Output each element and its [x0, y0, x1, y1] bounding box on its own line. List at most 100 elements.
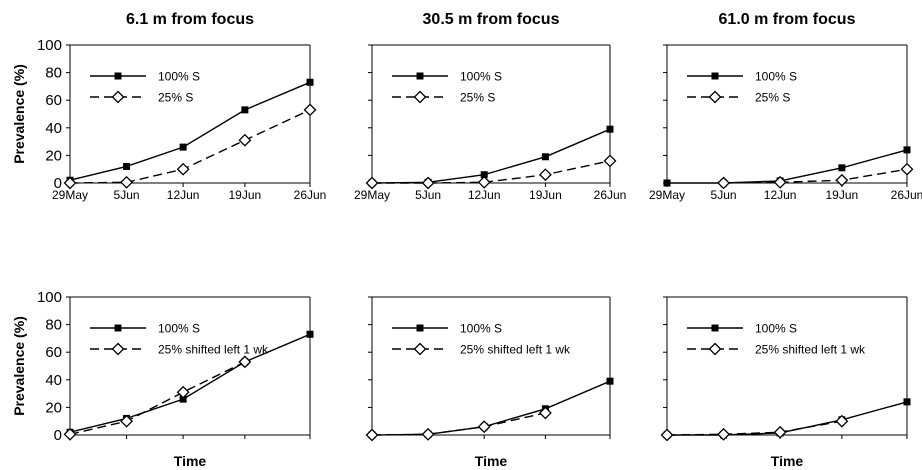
- y-tick-label: 0: [54, 175, 62, 192]
- series-line-solid: [667, 149, 908, 184]
- legend-label: 25% shifted left 1 wk: [460, 343, 571, 357]
- x-tick-label: 5Jun: [114, 188, 140, 202]
- legend-marker-diamond: [413, 342, 427, 356]
- x-tick-label: 5Jun: [711, 188, 737, 202]
- data-point-diamond: [603, 154, 617, 168]
- data-point-square: [663, 179, 671, 187]
- data-point-square: [541, 153, 549, 161]
- x-tick-label: 12Jun: [764, 188, 797, 202]
- x-tick-label: 12Jun: [167, 188, 200, 202]
- x-axis-title: Time: [771, 453, 804, 469]
- y-tick-label: 40: [45, 372, 62, 389]
- x-tick-label: 26Jun: [891, 188, 922, 202]
- x-tick-label: 5Jun: [415, 188, 441, 202]
- data-point-diamond: [238, 355, 252, 369]
- data-point-square: [306, 330, 314, 338]
- data-point-diamond: [365, 428, 379, 442]
- data-point-diamond: [717, 176, 730, 190]
- data-point-square: [241, 106, 249, 114]
- legend-marker-square: [114, 72, 122, 80]
- x-tick-label: 19Jun: [529, 188, 562, 202]
- y-axis-title: Prevalence (%): [11, 64, 27, 164]
- data-point-diamond: [365, 176, 379, 190]
- data-point-diamond: [421, 176, 435, 190]
- data-point-diamond: [120, 414, 133, 428]
- data-point-square: [179, 395, 187, 403]
- data-point-diamond: [421, 427, 435, 441]
- legend-label: 25% S: [158, 91, 193, 105]
- y-axis-title: Prevalence (%): [11, 316, 27, 416]
- data-point-square: [606, 125, 614, 133]
- data-point-diamond: [176, 162, 190, 176]
- x-tick-label: 29May: [354, 188, 390, 202]
- legend-label: 25% shifted left 1 wk: [158, 343, 269, 357]
- data-point-square: [606, 377, 614, 385]
- data-point-square: [480, 171, 488, 179]
- data-point-square: [903, 398, 911, 406]
- chart-panel-4: 0 20 40 60 80 100 Prevalence (%) Time 100% S 25% …: [11, 289, 314, 469]
- data-point-diamond: [773, 425, 787, 439]
- y-tick-label: 60: [45, 92, 62, 109]
- y-tick-label: 100: [37, 289, 62, 306]
- series-line-solid: [371, 128, 611, 184]
- data-point-diamond: [176, 385, 190, 399]
- data-point-diamond: [477, 420, 491, 434]
- data-point-square: [838, 164, 846, 172]
- x-axis-title: Time: [475, 453, 508, 469]
- y-tick-label: 100: [37, 37, 62, 54]
- legend-label: 100% S: [755, 70, 797, 84]
- legend-marker-square: [711, 324, 719, 332]
- data-point-diamond: [717, 427, 730, 441]
- legend-marker-diamond: [413, 90, 427, 104]
- legend-label: 25% S: [755, 91, 790, 105]
- series-line-dashed: [723, 168, 908, 184]
- x-tick-label: 26Jun: [594, 188, 627, 202]
- legend-label: 100% S: [460, 70, 502, 84]
- chart-title: 30.5 m from focus: [423, 11, 560, 28]
- data-point-diamond: [900, 162, 914, 176]
- data-point-diamond: [538, 406, 552, 420]
- legend-marker-square: [114, 324, 122, 332]
- chart-panel-1: 6.1 m from focus 0 20 40 60 80 100 29May 5Jun 12J…: [11, 11, 326, 202]
- y-tick-label: 60: [45, 344, 62, 361]
- data-point-diamond: [63, 176, 77, 190]
- series-line-solid: [667, 401, 908, 436]
- y-tick-label: 80: [45, 65, 62, 82]
- legend-marker-diamond: [111, 90, 125, 104]
- y-tick-label: 80: [45, 317, 62, 334]
- y-tick-label: 20: [45, 147, 62, 164]
- legend-label: 25% S: [460, 91, 495, 105]
- x-tick-label: 29May: [649, 188, 685, 202]
- data-point-diamond: [660, 428, 674, 442]
- data-point-diamond: [538, 168, 552, 182]
- legend-label: 100% S: [460, 322, 502, 336]
- x-tick-label: 26Jun: [294, 188, 327, 202]
- legend-label: 25% shifted left 1 wk: [755, 343, 866, 357]
- data-point-diamond: [835, 173, 849, 187]
- legend-marker-square: [416, 324, 424, 332]
- data-point-diamond: [63, 427, 77, 441]
- data-point-square: [306, 78, 314, 86]
- chart-panel-3: 61.0 m from focus 29May 5Jun 12Jun 19Jun 26Ju…: [649, 11, 922, 202]
- data-point-diamond: [773, 175, 787, 189]
- data-point-diamond: [835, 414, 849, 428]
- series-line-solid: [371, 380, 611, 436]
- chart-panel-6: Time 100% S 25% shifted left 1 wk: [660, 296, 911, 469]
- data-point-diamond: [238, 133, 252, 147]
- legend-marker-square: [416, 72, 424, 80]
- chart-title: 6.1 m from focus: [126, 11, 254, 28]
- chart-title: 61.0 m from focus: [719, 11, 856, 28]
- x-tick-label: 19Jun: [826, 188, 859, 202]
- series-line-dashed: [666, 420, 843, 436]
- x-tick-label: 19Jun: [229, 188, 262, 202]
- y-tick-label: 40: [45, 120, 62, 137]
- legend-marker-diamond: [708, 342, 722, 356]
- legend-label: 100% S: [158, 322, 200, 336]
- legend-marker-square: [711, 72, 719, 80]
- legend-marker-diamond: [708, 90, 722, 104]
- chart-panel-2: 30.5 m from focus 29May 5Jun 12Jun 19Jun 26Ju…: [354, 11, 626, 202]
- data-point-square: [903, 146, 911, 154]
- data-point-diamond: [477, 175, 491, 189]
- legend-label: 100% S: [158, 70, 200, 84]
